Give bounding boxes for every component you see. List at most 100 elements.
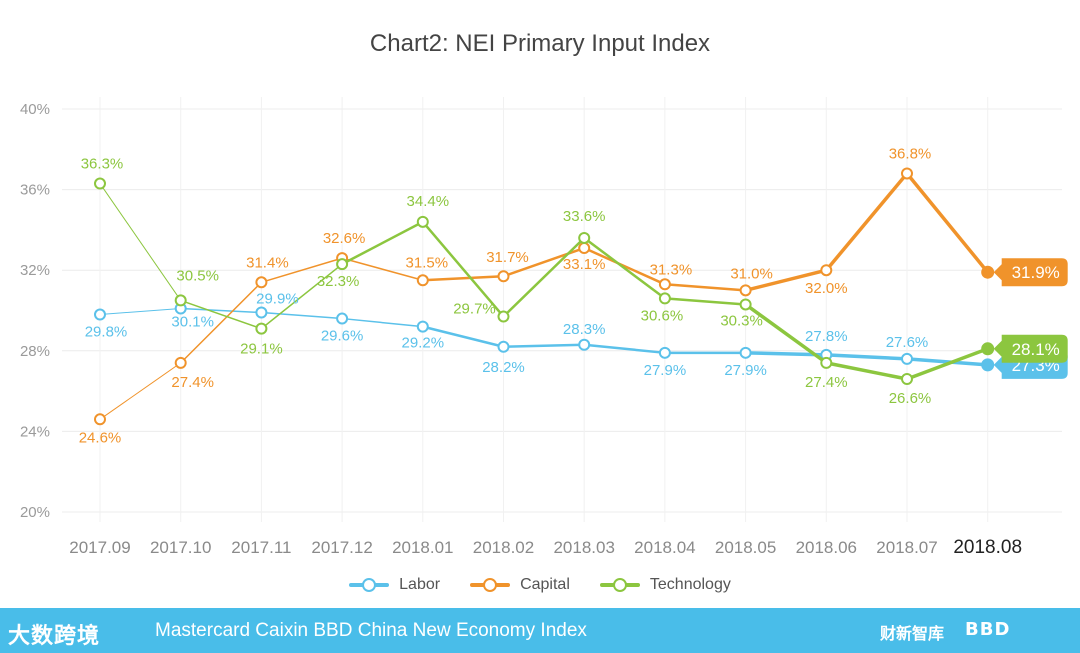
data-label-labor: 29.2% xyxy=(402,335,445,352)
data-point-labor xyxy=(255,306,268,319)
data-label-labor: 27.6% xyxy=(886,334,929,351)
data-point-labor xyxy=(901,352,913,365)
series-line-segment-technology xyxy=(824,361,909,381)
series-line-segment-technology xyxy=(743,302,829,365)
data-label-technology: 30.5% xyxy=(176,267,219,284)
data-label-capital: 36.8% xyxy=(889,145,932,162)
series-line-segment-capital xyxy=(582,246,667,286)
legend: Labor Capital Technology xyxy=(0,576,1080,594)
x-tick-label: 2018.01 xyxy=(392,538,453,557)
data-point-capital xyxy=(578,242,591,255)
series-line-segment-capital xyxy=(260,257,343,284)
data-point-capital xyxy=(94,413,106,426)
data-point-technology xyxy=(820,356,833,369)
data-point-technology xyxy=(658,292,671,305)
legend-item-technology: Technology xyxy=(599,576,731,594)
series-line-segment-capital xyxy=(663,283,747,292)
footer-bar: 大数跨境 Mastercard Caixin BBD China New Eco… xyxy=(0,608,1080,653)
data-label-capital: 33.1% xyxy=(563,256,606,273)
series-line-segment-labor xyxy=(824,353,909,361)
y-tick-label: 24% xyxy=(20,423,50,440)
data-label-capital: 31.5% xyxy=(406,254,449,271)
data-point-labor xyxy=(658,346,671,359)
series-line-segment-technology xyxy=(582,236,667,300)
series-line-segment-capital xyxy=(99,362,182,420)
end-tag-box xyxy=(993,334,1068,363)
legend-item-labor: Labor xyxy=(349,576,440,594)
data-point-capital xyxy=(174,356,187,369)
data-label-technology: 32.3% xyxy=(317,273,360,290)
data-label-labor: 29.8% xyxy=(85,324,128,341)
data-label-technology: 30.3% xyxy=(720,312,763,329)
data-label-labor: 29.6% xyxy=(321,328,364,345)
data-label-labor: 27.9% xyxy=(724,362,767,379)
data-label-labor: 28.3% xyxy=(563,321,606,338)
data-point-technology xyxy=(416,215,429,228)
x-tick-label: 2017.09 xyxy=(69,538,130,557)
end-tag-capital: 31.9% xyxy=(993,258,1068,287)
data-point-technology xyxy=(497,310,510,323)
series-line-segment-technology xyxy=(905,347,990,381)
data-point-labor xyxy=(981,358,995,372)
data-point-capital xyxy=(416,274,429,287)
y-tick-label: 20% xyxy=(20,504,50,521)
legend-swatch xyxy=(599,578,640,592)
legend-label: Technology xyxy=(649,576,731,593)
data-label-labor: 30.1% xyxy=(171,313,214,330)
data-label-technology: 33.6% xyxy=(563,208,606,225)
x-tick-label: 2018.04 xyxy=(634,538,695,557)
data-label-labor: 28.2% xyxy=(482,359,525,376)
data-point-technology xyxy=(739,298,752,311)
x-tick-label: 2018.05 xyxy=(715,538,776,557)
data-label-capital: 27.4% xyxy=(171,374,214,391)
data-point-capital xyxy=(497,270,510,283)
data-point-technology xyxy=(174,294,187,307)
data-label-technology: 29.1% xyxy=(240,341,283,358)
data-label-capital: 32.6% xyxy=(323,230,366,247)
x-tick-label: 2018.08 xyxy=(953,537,1022,558)
data-point-labor xyxy=(336,312,349,325)
x-tick-label: 2017.11 xyxy=(231,538,291,557)
data-point-technology xyxy=(901,373,913,386)
series-line-segment-labor xyxy=(502,343,586,349)
chart-title: Chart2: NEI Primary Input Index xyxy=(369,30,711,57)
data-label-technology: 34.4% xyxy=(407,193,450,210)
series-line-segment-labor xyxy=(341,317,424,328)
data-point-labor xyxy=(94,308,106,321)
end-tag-label: 28.1% xyxy=(1012,340,1060,359)
series-line-segment-technology xyxy=(179,299,263,330)
data-point-capital xyxy=(255,276,268,289)
series-line-segment-capital xyxy=(179,281,263,364)
series-line-segment-capital xyxy=(421,274,505,282)
data-labels: 29.8% 30.1% 29.9% 29.6% 29.2% 28.2% 28.3% 27.9%… xyxy=(79,145,1068,446)
line-chart: 20% 24% 28% 32% 36% 40% 2017.09 2017.10 2017.11 2… xyxy=(20,97,1068,558)
x-tick-label: 2018.06 xyxy=(796,538,857,557)
data-point-technology xyxy=(336,258,349,271)
x-tick-label: 2018.07 xyxy=(876,538,937,557)
axes: 20% 24% 28% 32% 36% 40% 2017.09 2017.10 2017.11 2… xyxy=(20,101,1022,558)
x-tick-label: 2018.03 xyxy=(553,538,614,557)
data-point-capital xyxy=(739,284,752,297)
y-tick-label: 32% xyxy=(20,262,50,279)
bbd-logo: BBD xyxy=(965,619,1011,640)
end-tag-box xyxy=(993,258,1068,287)
legend-label: Capital xyxy=(520,576,570,593)
footer-brand-logo: 大数跨境 xyxy=(8,624,101,649)
series-line-segment-labor xyxy=(260,311,343,320)
end-tag-label: 31.9% xyxy=(1012,263,1060,282)
data-label-capital: 31.3% xyxy=(650,261,693,278)
data-label-labor: 29.9% xyxy=(256,291,299,308)
data-label-technology: 27.4% xyxy=(805,374,848,391)
series-line-segment-capital xyxy=(341,257,424,282)
x-tick-label: 2018.02 xyxy=(473,538,534,557)
series-line-segment-technology xyxy=(663,297,747,306)
data-label-capital: 31.4% xyxy=(246,254,289,271)
legend-label: Labor xyxy=(399,576,441,593)
series-line-segment-capital xyxy=(824,171,909,272)
data-point-capital xyxy=(820,264,833,277)
series-line-segment-technology xyxy=(502,236,586,318)
data-label-capital: 31.0% xyxy=(730,265,773,282)
series xyxy=(94,167,995,426)
data-point-technology xyxy=(981,342,995,356)
series-line-segment-labor xyxy=(582,343,667,355)
